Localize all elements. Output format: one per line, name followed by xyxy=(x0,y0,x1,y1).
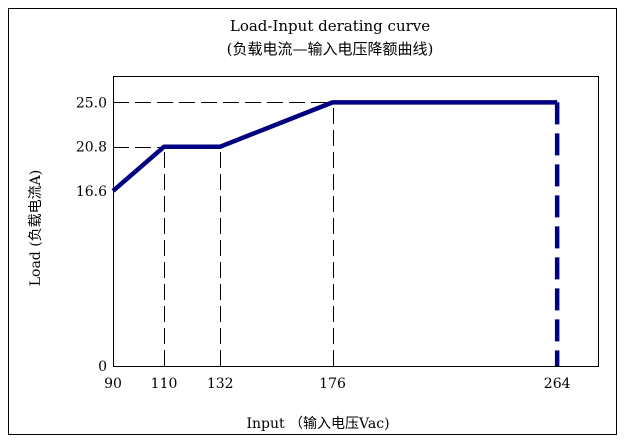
x-tick-label-90: 90 xyxy=(104,376,122,392)
y-tick-labels: 0 16.6 20.8 25.0 xyxy=(76,95,107,375)
series-line-0 xyxy=(113,102,557,190)
y-tick-label-25.0: 25.0 xyxy=(76,95,107,111)
y-tick-label-16.6: 16.6 xyxy=(76,184,107,200)
x-tick-labels: 90 110 132 176 264 xyxy=(104,376,571,392)
plot-area-frame xyxy=(114,77,599,367)
chart-subtitle: (负载电流—输入电压降额曲线) xyxy=(227,40,434,58)
y-tick-label-20.8: 20.8 xyxy=(76,140,107,156)
series-layer xyxy=(113,102,557,366)
x-tick-label-176: 176 xyxy=(319,376,346,392)
guide-lines xyxy=(113,102,557,366)
x-tick-label-264: 264 xyxy=(544,376,571,392)
chart-title: Load-Input derating curve xyxy=(230,17,430,35)
y-tick-label-0: 0 xyxy=(98,359,107,375)
y-axis-label: Load (负载电流A) xyxy=(28,170,44,287)
x-tick-label-110: 110 xyxy=(151,376,178,392)
x-axis-label: Input （输入电压Vac) xyxy=(246,416,389,432)
x-tick-label-132: 132 xyxy=(207,376,234,392)
